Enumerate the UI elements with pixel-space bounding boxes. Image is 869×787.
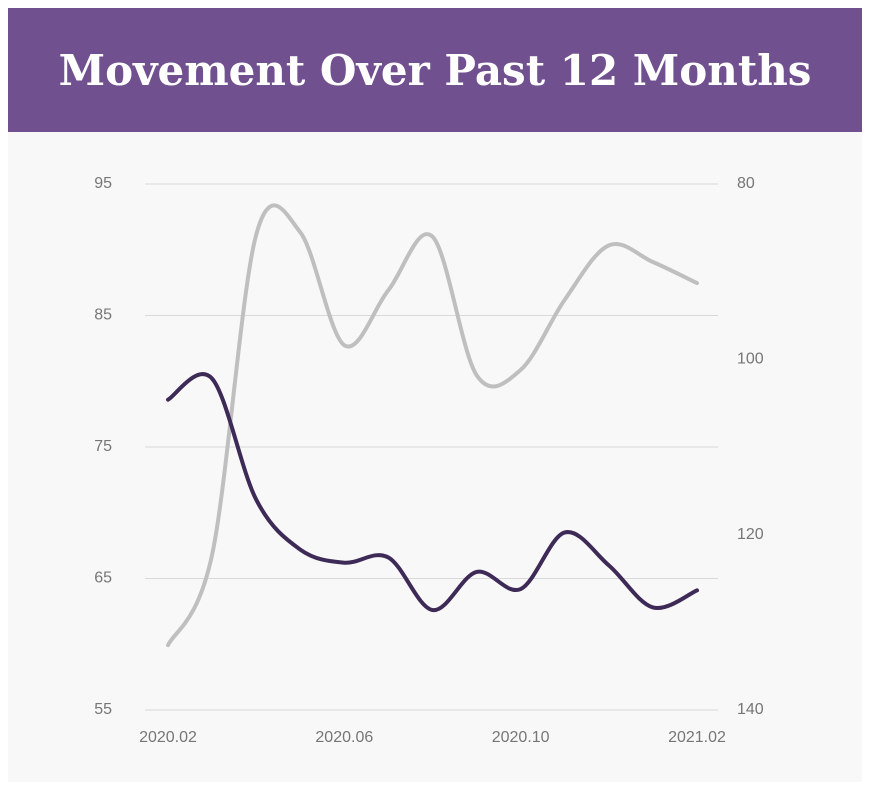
y-tick-label: 95	[94, 175, 112, 192]
plot-background	[8, 132, 862, 782]
y-tick-label: 55	[94, 701, 112, 718]
y-tick-label: 75	[94, 438, 112, 455]
y2-tick-label: 140	[737, 701, 764, 718]
x-tick-label: 2020.10	[492, 729, 550, 746]
y-tick-label: 65	[94, 570, 112, 587]
header	[8, 8, 862, 132]
x-tick-label: 2021.02	[668, 729, 726, 746]
y-tick-label: 85	[94, 307, 112, 324]
y2-tick-label: 120	[737, 526, 764, 543]
y2-tick-label: 80	[737, 175, 755, 192]
series-line	[166, 372, 699, 613]
x-tick-label: 2020.02	[139, 729, 197, 746]
series-line	[166, 203, 699, 648]
chart-title: Movement Over Past 12 Months	[59, 46, 812, 95]
y2-tick-label: 100	[737, 351, 764, 368]
x-tick-label: 2020.06	[315, 729, 373, 746]
